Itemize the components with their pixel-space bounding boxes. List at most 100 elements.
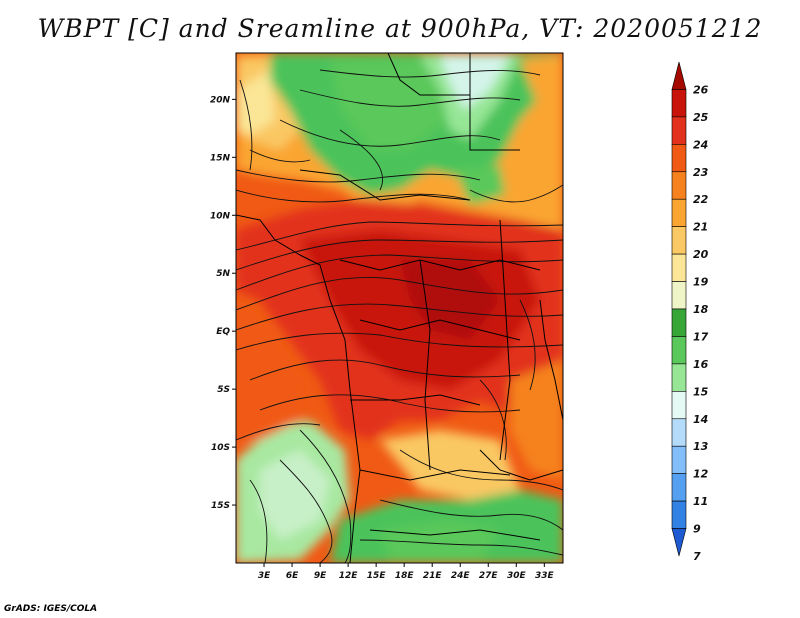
field-nw-pale	[236, 70, 275, 135]
lon-tick-label: 24E	[451, 571, 471, 581]
colorbar-label: 24	[693, 138, 708, 151]
colorbar-segment	[671, 336, 687, 365]
lat-tick-label: EQ	[216, 327, 230, 337]
colorbar-segment	[671, 253, 687, 282]
streamline	[239, 79, 253, 171]
streamline	[279, 119, 501, 147]
streamline	[249, 149, 311, 163]
colorbar-min-triangle	[671, 528, 687, 557]
streamline	[379, 499, 563, 531]
streamline	[236, 423, 321, 441]
colorbar-label: 21	[693, 221, 708, 234]
field-hottest	[400, 260, 500, 340]
streamline	[236, 332, 563, 351]
colorbar-label: 11	[693, 495, 708, 508]
colorbar-segment	[671, 418, 687, 447]
border	[499, 219, 511, 461]
streamline	[236, 276, 563, 311]
field-east-coast	[510, 360, 563, 480]
streamline	[236, 169, 481, 183]
colorbar-segment	[671, 363, 687, 392]
field-south-yellow	[380, 430, 520, 500]
border	[350, 394, 481, 406]
streamline	[299, 429, 352, 563]
map-frame	[235, 52, 564, 564]
colorbar-label: 14	[693, 413, 708, 426]
lon-tick-label: 6E	[286, 571, 299, 581]
colorbar-segment	[671, 308, 687, 337]
border	[299, 169, 471, 201]
lon-tick-label: 18E	[395, 571, 415, 581]
colorbar-segment	[671, 171, 687, 200]
lat-tick-label: 10N	[210, 211, 231, 221]
map-title: WBPT [C] and Sreamline at 900hPa, VT: 20…	[37, 14, 763, 43]
colorbar-label: 25	[693, 111, 709, 124]
colorbar-label: 19	[693, 276, 709, 289]
colorbar-label: 22	[693, 193, 709, 206]
lon-tick-label: 33E	[535, 571, 555, 581]
field-ne-pale	[440, 55, 510, 110]
lat-tick-label: 15S	[211, 501, 230, 511]
lat-tick-label: 5N	[216, 269, 230, 279]
colorbar-label: 9	[693, 523, 701, 536]
colorbar-segment	[671, 198, 687, 227]
lon-tick-label: 15E	[367, 571, 387, 581]
colorbar-max-triangle	[671, 61, 687, 90]
colorbar: 26 25 24 23 22 21 20 19 18 17 16 15 14 13 12 11 9 7	[671, 61, 709, 563]
border	[359, 469, 511, 481]
streamline	[479, 379, 507, 461]
streamline	[519, 299, 536, 391]
streamline	[236, 303, 563, 331]
country-borders	[236, 53, 563, 563]
lon-tick-label: 21E	[423, 571, 443, 581]
lon-tick-label: 3E	[258, 571, 271, 581]
field-east-green-patch	[455, 165, 505, 205]
colorbar-segment	[671, 473, 687, 502]
colorbar-label: 23	[693, 166, 709, 179]
colorbar-label: 13	[693, 440, 709, 453]
streamline	[279, 459, 333, 563]
colorbar-label: 26	[693, 83, 709, 96]
border	[359, 319, 521, 341]
colorbar-label: 18	[693, 303, 709, 316]
streamline	[319, 69, 541, 78]
streamline	[399, 449, 563, 491]
colorbar-segment	[671, 226, 687, 255]
lon-tick-label: 9E	[314, 571, 327, 581]
colorbar-segment	[671, 144, 687, 173]
border	[339, 259, 541, 271]
colorbar-segment	[671, 281, 687, 310]
colorbar-segment	[671, 445, 687, 474]
colorbar-label: 7	[693, 550, 701, 563]
streamline	[359, 539, 563, 556]
colorbar-label: 20	[693, 248, 709, 261]
colorbar-segment	[671, 500, 687, 529]
lon-tick-label: 12E	[339, 571, 359, 581]
coastline-west	[236, 214, 361, 563]
border	[469, 53, 520, 151]
lon-tick-label: 30E	[507, 571, 527, 581]
colorbar-segment	[671, 89, 687, 118]
grads-credit: GrADS: IGES/COLA	[4, 604, 98, 614]
colorbar-segment	[671, 116, 687, 145]
streamline	[469, 184, 563, 203]
coastline-east	[539, 299, 563, 421]
streamline	[236, 221, 563, 251]
colorbar-label: 12	[693, 468, 709, 481]
colorbar-label: 15	[693, 385, 709, 398]
lat-tick-label: 20N	[210, 95, 231, 105]
field-west-ocean	[236, 300, 300, 440]
border	[369, 529, 541, 541]
border	[419, 259, 431, 471]
streamline	[236, 254, 563, 291]
streamline	[249, 479, 268, 563]
streamline	[249, 359, 521, 381]
colorbar-label: 16	[693, 358, 709, 371]
streamline	[339, 129, 384, 191]
wbpt-field	[236, 53, 563, 563]
lat-tick-label: 5S	[217, 385, 230, 395]
lat-tick-label: 10S	[211, 443, 230, 453]
colorbar-segment	[671, 391, 687, 420]
longitude-axis: 3E 6E 9E 12E 15E 18E 21E 24E 27E 30E 33E	[258, 563, 555, 581]
